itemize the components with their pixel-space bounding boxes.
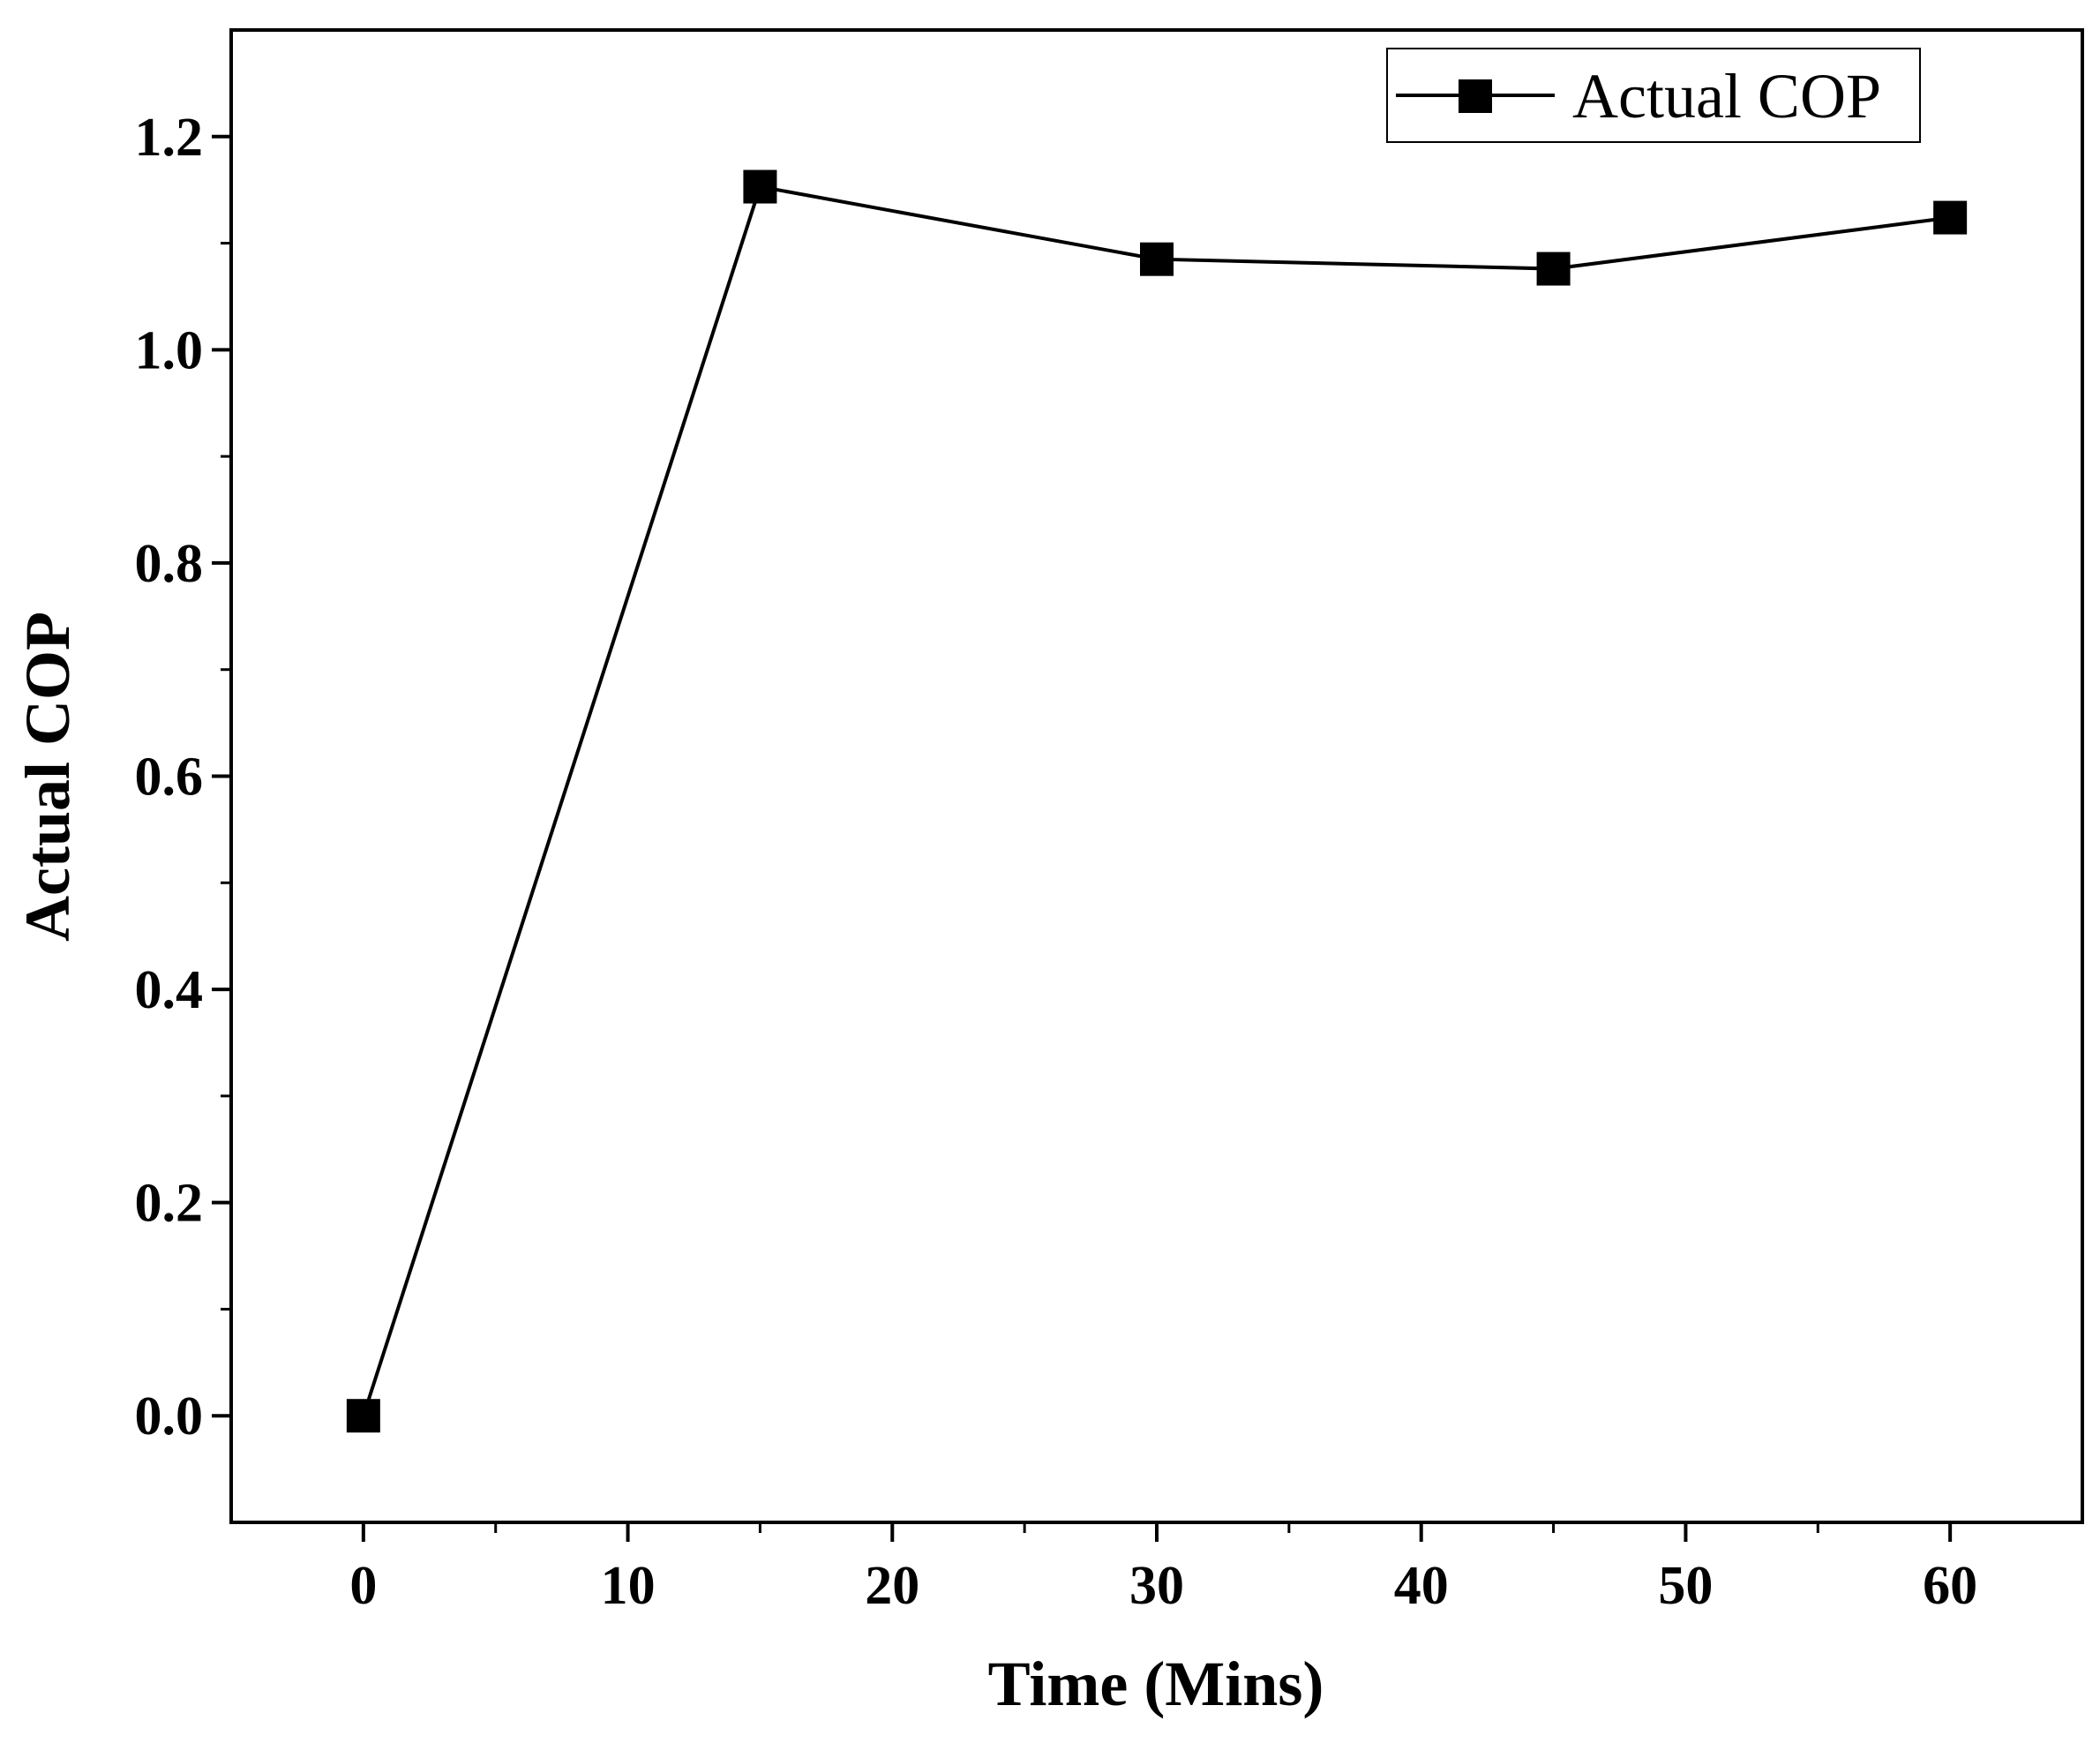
x-tick-label: 30	[1129, 1556, 1184, 1616]
legend-label: Actual COP	[1572, 61, 1881, 131]
x-tick-label: 40	[1394, 1556, 1449, 1616]
x-tick-label: 0	[349, 1556, 377, 1616]
x-tick-label: 50	[1658, 1556, 1713, 1616]
y-tick-label: 0.4	[135, 960, 204, 1020]
legend: Actual COP	[1386, 48, 1921, 143]
x-tick-label: 10	[601, 1556, 656, 1616]
y-tick-label: 1.0	[135, 320, 204, 380]
y-tick-label: 0.0	[135, 1386, 204, 1446]
y-tick-label: 0.8	[135, 534, 204, 594]
data-point-marker	[1140, 242, 1174, 276]
y-axis-title: Actual COP	[12, 612, 83, 942]
y-tick-label: 0.6	[135, 748, 204, 808]
y-tick-label: 1.2	[135, 108, 204, 168]
legend-marker	[1459, 79, 1492, 113]
data-point-marker	[346, 1399, 380, 1433]
x-axis-title: Time (Mins)	[988, 1649, 1324, 1719]
series-group	[346, 169, 1968, 1433]
data-point-marker	[1933, 200, 1968, 235]
axes: 0 10 20 30 40 50 60 0.0 0.2 0.4 0.6 0.8 1.0 1.2	[135, 28, 2084, 1616]
data-point-marker	[1536, 252, 1571, 286]
y-tick-label: 0.2	[135, 1174, 204, 1234]
data-point-marker	[743, 169, 777, 204]
x-tick-label: 20	[865, 1556, 919, 1616]
x-tick-label: 60	[1923, 1556, 1977, 1616]
